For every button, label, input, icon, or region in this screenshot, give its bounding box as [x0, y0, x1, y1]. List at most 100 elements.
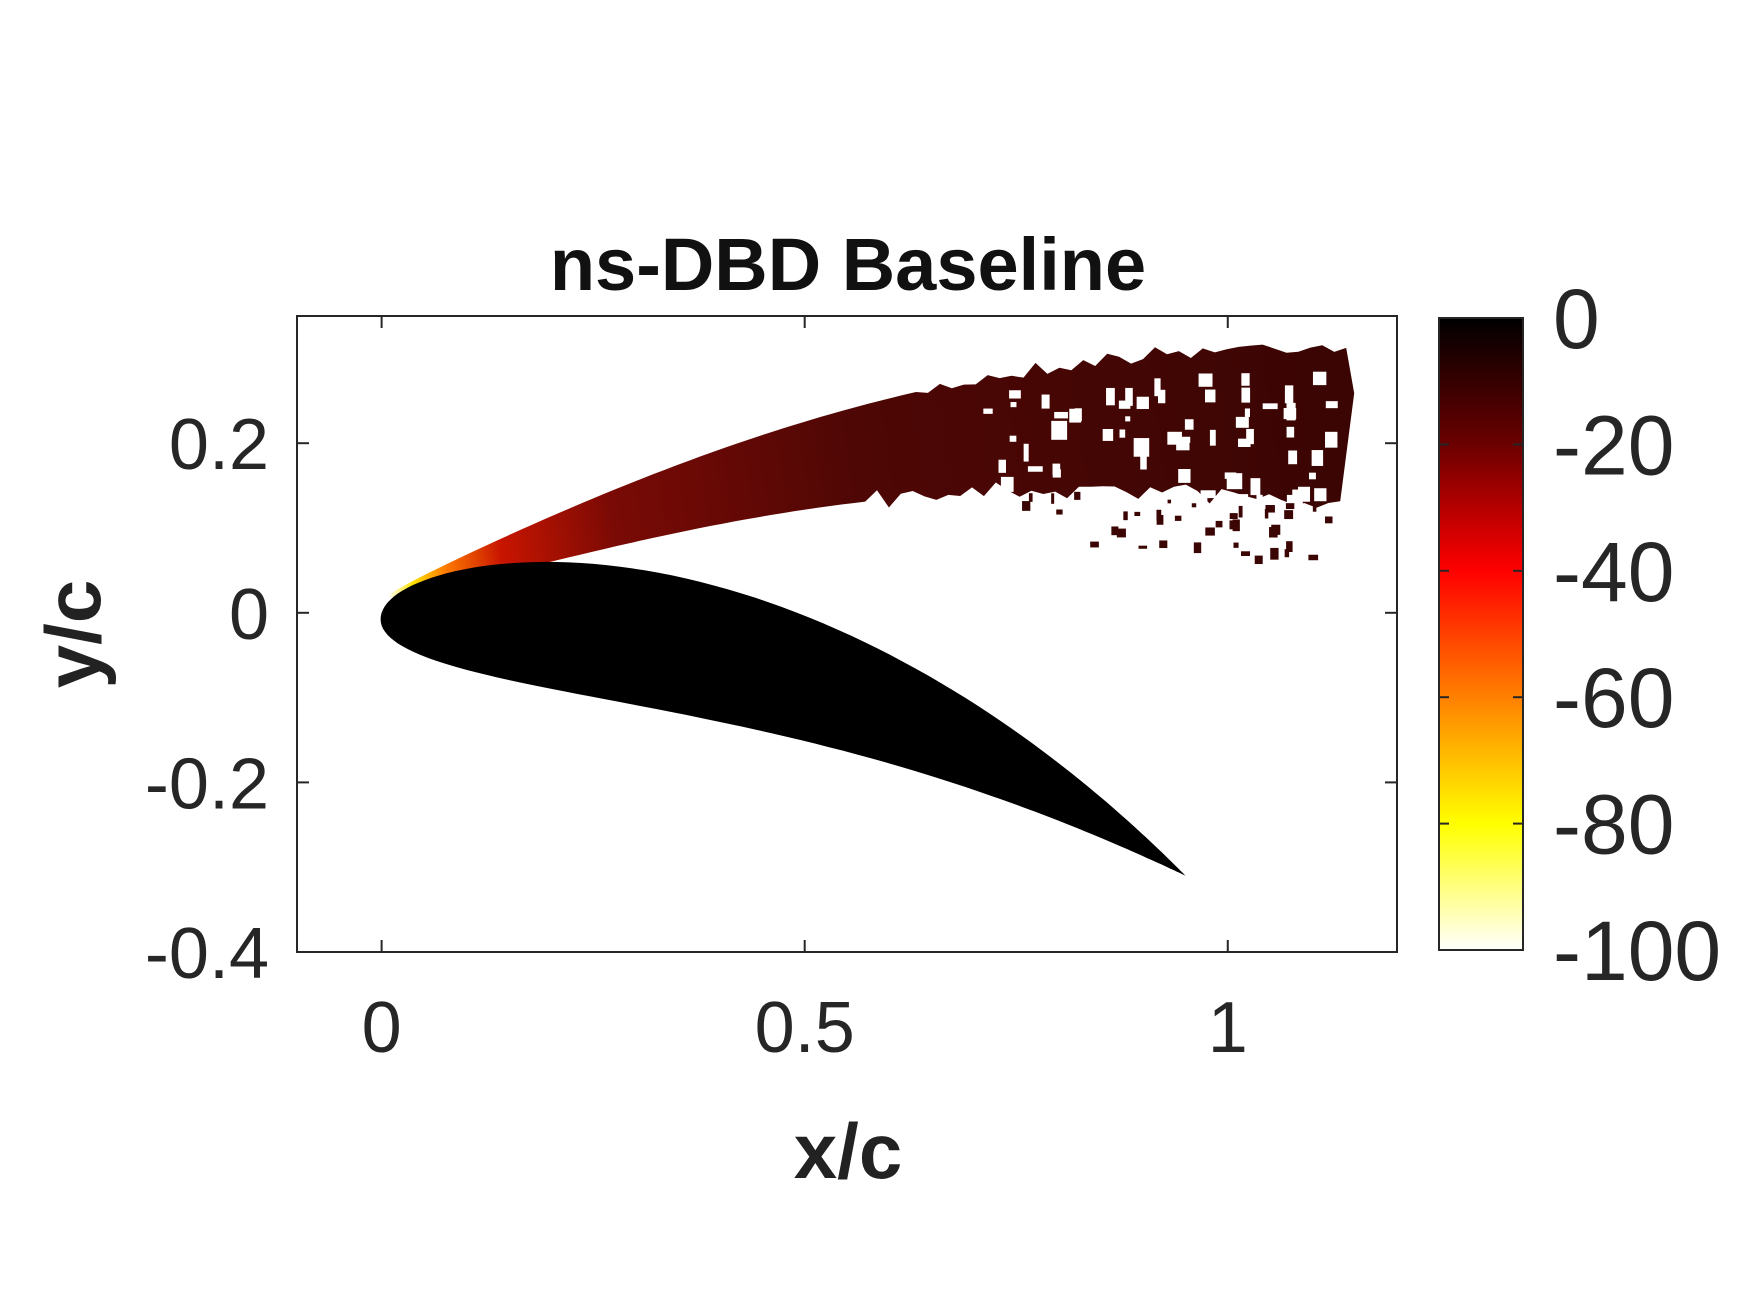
speckle-fragment	[1205, 527, 1215, 536]
speckle-gap	[998, 459, 1006, 473]
speckle-fragment	[1270, 547, 1279, 560]
speckle-gap	[1041, 394, 1050, 409]
speckle-gap	[1140, 451, 1147, 470]
speckle-fragment	[1025, 504, 1030, 508]
speckle-fragment	[1074, 491, 1081, 500]
speckle-gap	[1010, 402, 1017, 408]
speckle-fragment	[1134, 511, 1141, 517]
speckle-fragment	[1123, 511, 1128, 521]
airfoil-shape	[380, 561, 1186, 876]
speckle-gap	[1221, 495, 1229, 504]
y-tick-label: -0.2	[145, 744, 269, 824]
speckle-fragment	[1325, 516, 1333, 524]
speckle-fragment	[1229, 513, 1238, 520]
speckle-gap	[1224, 472, 1237, 479]
speckle-fragment	[1116, 528, 1126, 538]
speckle-fragment	[1233, 542, 1239, 548]
y-tick-label: 0.2	[169, 405, 269, 485]
speckle-gap	[1125, 387, 1133, 406]
speckle-gap	[1246, 428, 1254, 445]
speckle-gap	[1009, 390, 1021, 399]
speckle-gap	[1125, 416, 1131, 422]
speckle-gap	[1235, 416, 1249, 428]
speckle-gap	[1200, 490, 1216, 499]
speckle-gap	[1283, 408, 1297, 420]
speckle-gap	[1174, 436, 1191, 443]
speckle-gap	[1178, 469, 1191, 483]
shear-layer-contour	[390, 344, 1355, 598]
speckle-gap	[1284, 385, 1294, 404]
speckle-gap	[1069, 408, 1082, 423]
speckle-gap	[1238, 438, 1251, 447]
speckle-fragment	[1215, 520, 1223, 528]
speckle-fragment	[1090, 541, 1099, 548]
speckle-gap	[1244, 408, 1250, 417]
speckle-gap	[1136, 396, 1149, 410]
speckle-gap	[1167, 431, 1182, 445]
speckle-fragment	[1254, 555, 1263, 565]
colorbar-tick-label: -20	[1553, 398, 1674, 492]
y-tick-label: 0	[229, 575, 269, 655]
speckle-fragment	[1232, 519, 1240, 532]
speckle-gap	[1198, 373, 1213, 387]
speckle-fragment	[1308, 554, 1319, 561]
speckle-gap	[1209, 429, 1216, 446]
speckle-gap	[1311, 450, 1324, 466]
chart-title: ns-DBD Baseline	[550, 223, 1146, 306]
speckle-gap	[1233, 494, 1249, 513]
speckle-gap	[1314, 488, 1327, 502]
y-tick-label: -0.4	[145, 914, 269, 994]
speckle-gap	[1241, 373, 1250, 386]
speckle-fragment	[1286, 541, 1293, 553]
colorbar-tick-label: -60	[1553, 651, 1674, 745]
speckle-gap	[983, 408, 993, 414]
speckle-fragment	[1241, 551, 1251, 556]
speckle-gap	[1308, 472, 1316, 480]
speckle-gap	[1009, 435, 1017, 442]
x-tick-label: 0	[362, 988, 402, 1068]
shear-layer-speckles	[983, 371, 1338, 565]
speckle-gap	[1118, 400, 1131, 409]
x-ticks: 0 0.5 1	[362, 316, 1248, 1068]
speckle-gap	[1325, 431, 1338, 448]
speckle-gap	[1298, 486, 1311, 502]
speckle-fragment	[1285, 503, 1295, 510]
speckle-gap	[1262, 403, 1278, 410]
speckle-gap	[1292, 489, 1302, 505]
speckle-gap	[1288, 450, 1298, 465]
speckle-fragment	[1111, 526, 1119, 536]
speckle-gap	[1054, 411, 1068, 419]
y-ticks: 0.2 0 -0.2 -0.4	[145, 405, 1397, 994]
plot-frame	[296, 315, 1398, 953]
colorbar-tick-label: -100	[1553, 904, 1721, 998]
speckle-gap	[1106, 387, 1115, 406]
speckle-fragment	[1312, 506, 1317, 512]
speckle-gap	[1052, 463, 1061, 475]
speckle-gap	[1051, 420, 1068, 440]
speckle-gap	[1204, 389, 1216, 403]
colorbar-tick-label: 0	[1553, 272, 1600, 366]
speckle-gap	[1176, 440, 1190, 451]
speckle-gap	[1312, 371, 1327, 386]
speckle-gap	[1248, 503, 1259, 512]
speckle-gap	[1286, 426, 1295, 438]
speckle-gap	[1202, 497, 1208, 515]
speckle-fragment	[1193, 542, 1202, 554]
speckle-fragment	[1284, 510, 1294, 520]
speckle-fragment	[1284, 549, 1290, 558]
speckle-fragment	[1174, 515, 1182, 521]
x-tick-label: 0.5	[755, 988, 855, 1068]
speckle-gap	[1241, 387, 1251, 403]
x-tick-label: 1	[1208, 988, 1248, 1068]
speckle-gap	[1023, 443, 1029, 462]
speckle-fragment	[1238, 505, 1243, 518]
speckle-gap	[1325, 401, 1338, 409]
speckle-gap	[1184, 419, 1194, 430]
speckle-gap	[1191, 499, 1199, 507]
x-axis-label: x/c	[794, 1107, 902, 1195]
speckle-fragment	[1191, 503, 1197, 508]
speckle-fragment	[1156, 515, 1164, 525]
speckle-fragment	[1056, 509, 1063, 515]
speckle-gap	[1000, 476, 1014, 492]
